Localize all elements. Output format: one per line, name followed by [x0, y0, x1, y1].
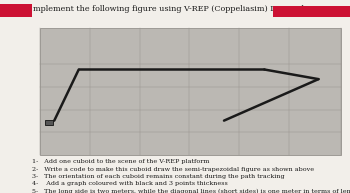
Text: 4-    Add a graph coloured with black and 3 points thickness: 4- Add a graph coloured with black and 3… — [32, 181, 227, 186]
Bar — [40, 28, 341, 155]
Bar — [273, 6, 350, 17]
Bar — [45, 120, 52, 125]
Text: 5-   The long side is two meters, while the diagonal lines (short sides) is one : 5- The long side is two meters, while th… — [32, 189, 350, 193]
Text: mplement the following figure using V-REP (Coppeliasim) Lua Code:: mplement the following figure using V-RE… — [33, 5, 312, 13]
Text: 3-   The orientation of each cuboid remains constant during the path tracking: 3- The orientation of each cuboid remain… — [32, 174, 284, 179]
Bar — [0, 4, 32, 17]
Text: 1-   Add one cuboid to the scene of the V-REP platform: 1- Add one cuboid to the scene of the V-… — [32, 159, 209, 164]
Text: 2-   Write a code to make this cuboid draw the semi-trapezoidal figure as shown : 2- Write a code to make this cuboid draw… — [32, 167, 314, 172]
